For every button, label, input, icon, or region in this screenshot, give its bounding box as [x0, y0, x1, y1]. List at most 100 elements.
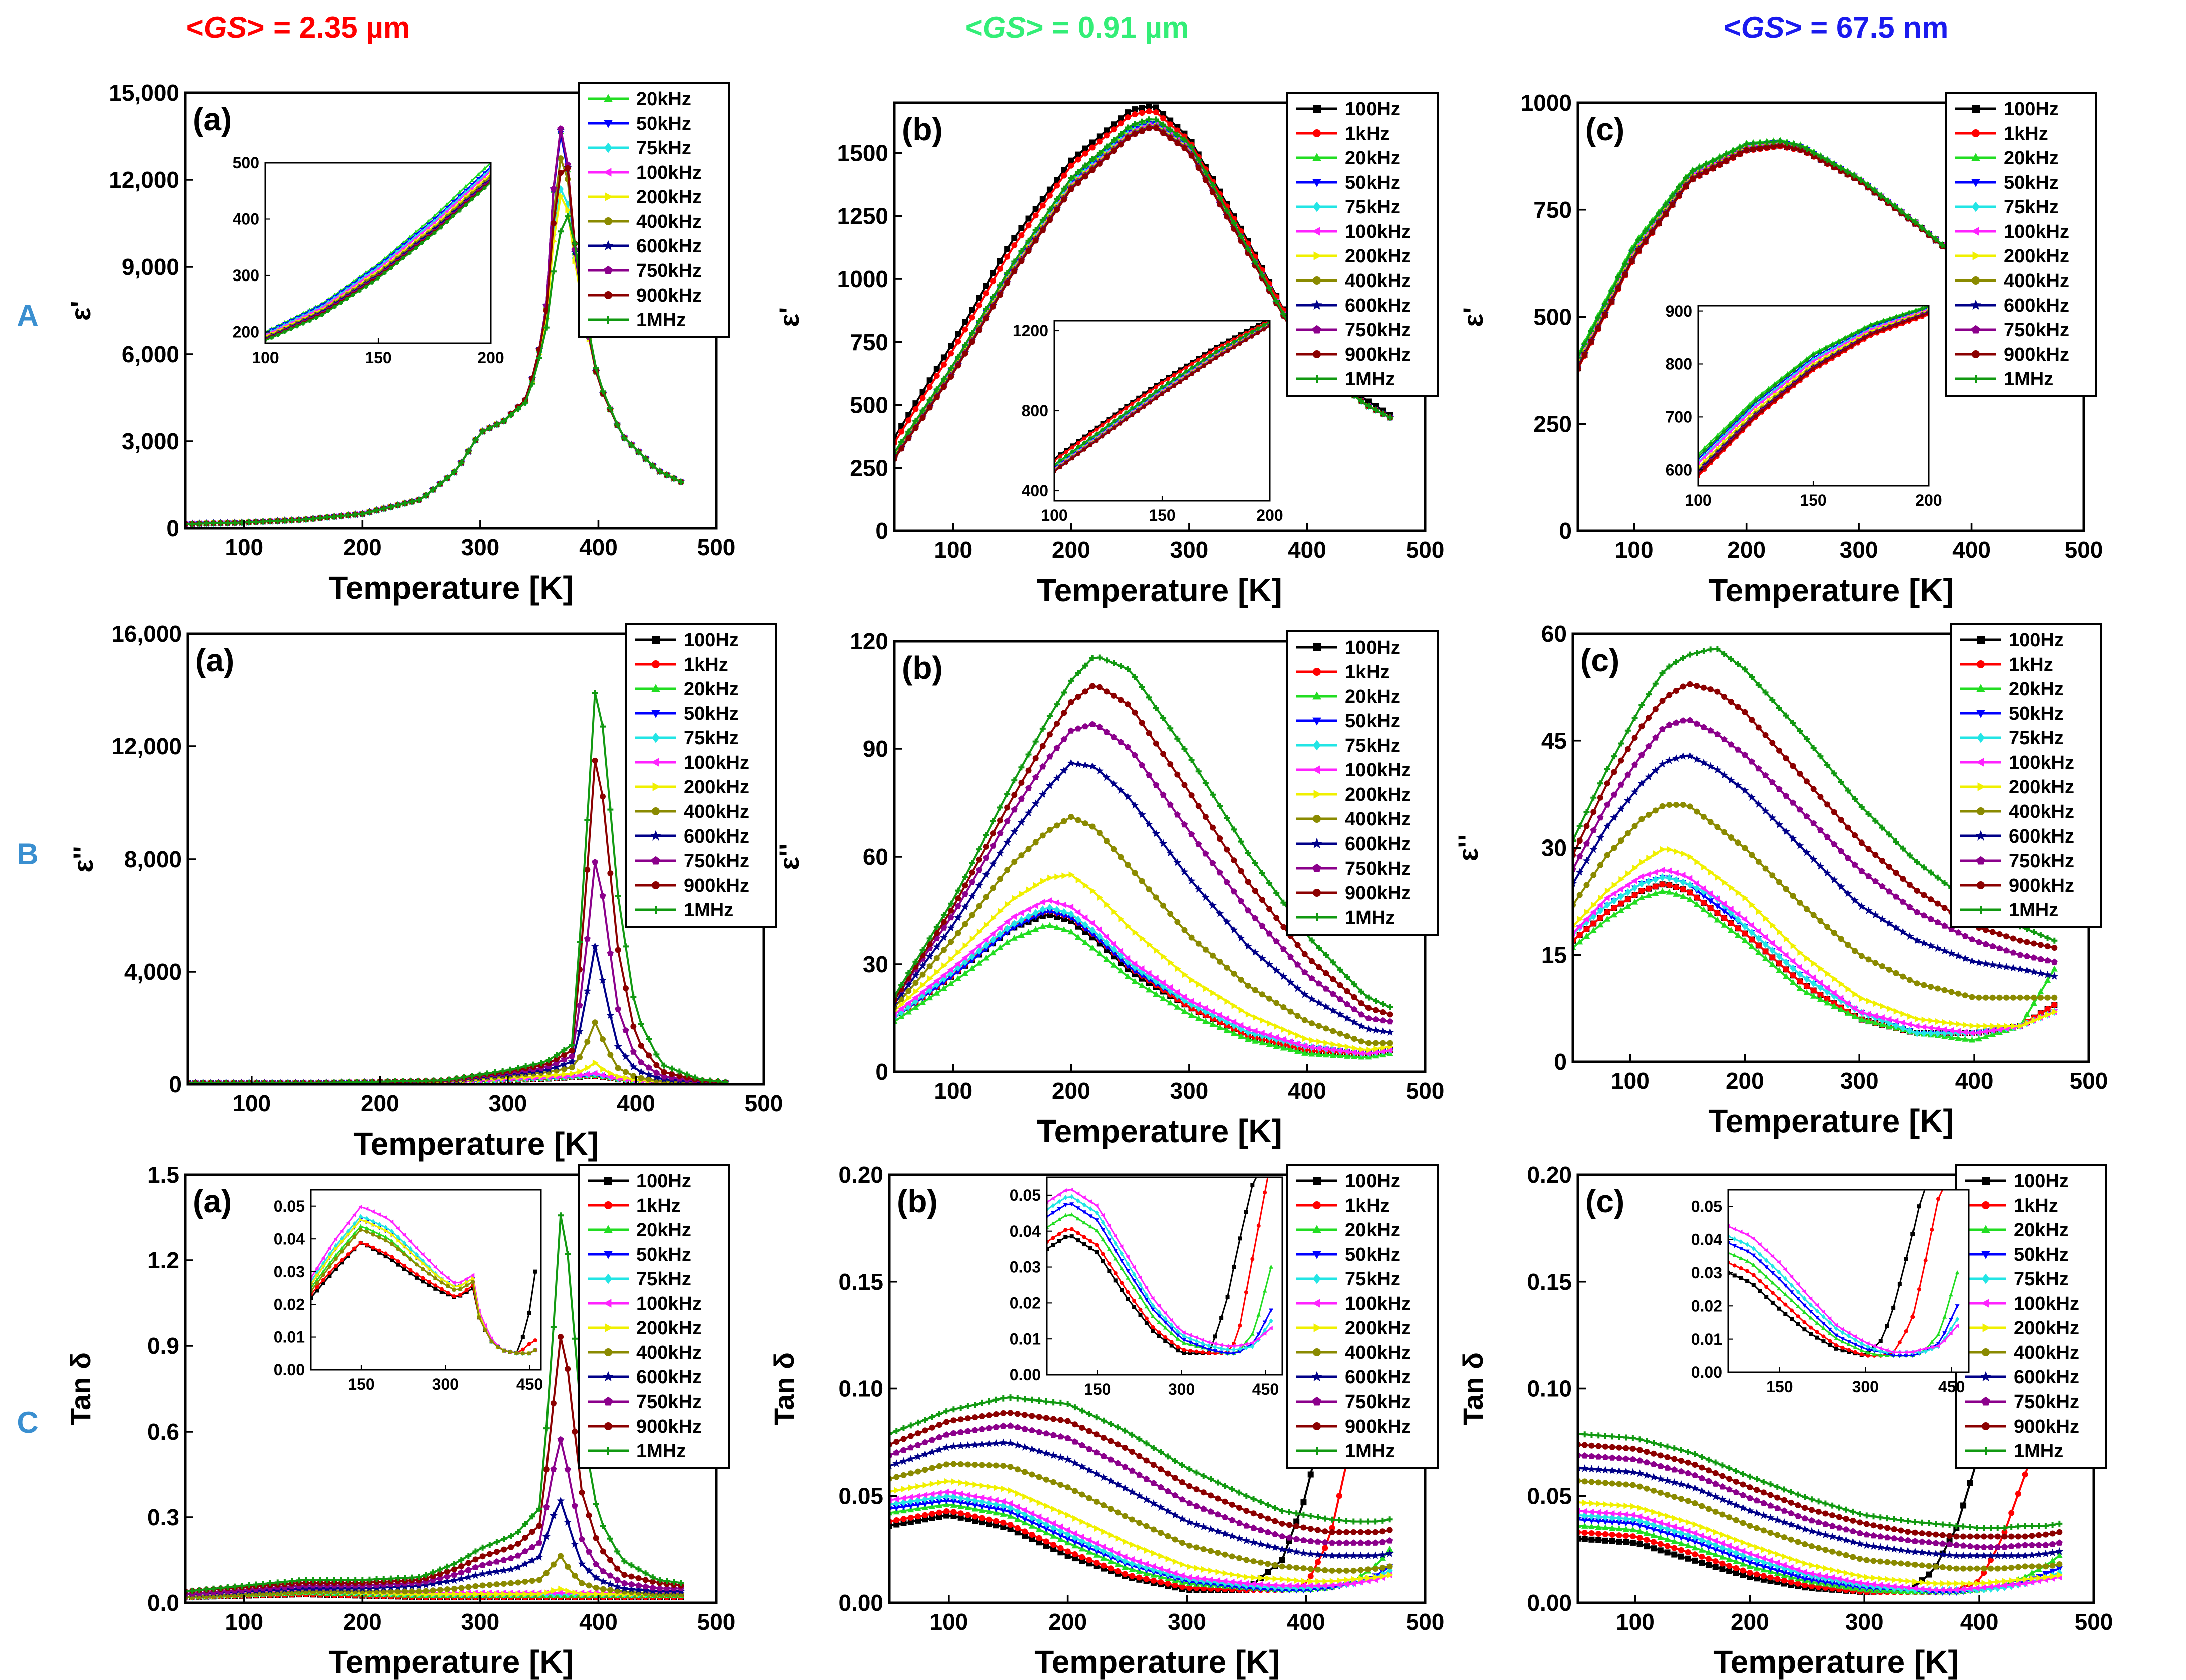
data-point: [1130, 406, 1135, 411]
data-point: [1885, 198, 1891, 204]
x-tick-label: 200: [1256, 506, 1283, 524]
series-group: [265, 163, 491, 343]
data-point: [584, 1071, 590, 1078]
data-point: [1676, 192, 1682, 199]
data-point: [1792, 382, 1796, 387]
data-point: [1365, 398, 1372, 405]
data-point: [200, 1080, 206, 1084]
data-point: [976, 295, 982, 301]
data-point: [1759, 399, 1764, 404]
data-point: [1124, 410, 1129, 415]
y-tick-label: 6,000: [122, 341, 179, 367]
data-point: [1907, 311, 1911, 315]
data-point: [1054, 457, 1056, 461]
data-point: [1032, 212, 1039, 219]
data-point: [1004, 270, 1011, 276]
y-tick-label: 400: [1022, 482, 1048, 500]
data-point: [1642, 228, 1649, 234]
data-point: [1595, 314, 1601, 321]
data-point: [603, 240, 614, 251]
data-point: [1862, 326, 1867, 331]
data-point: [1779, 393, 1784, 397]
data-point: [1878, 192, 1884, 199]
data-point: [1702, 453, 1707, 458]
data-point: [1770, 139, 1777, 145]
data-point: [678, 479, 684, 485]
y-tick-label: 1000: [837, 266, 888, 292]
data-point: [912, 406, 919, 412]
data-point: [1785, 373, 1790, 377]
data-point: [438, 1077, 444, 1084]
data-point: [1125, 109, 1131, 116]
data-point: [217, 520, 224, 526]
y-tick-label: 400: [233, 210, 259, 228]
data-point: [1178, 369, 1182, 374]
data-point: [1737, 151, 1743, 157]
legend-label: 50kHz: [2004, 172, 2059, 193]
data-point: [1064, 450, 1068, 454]
data-point: [1172, 377, 1176, 382]
data-point: [1764, 144, 1770, 151]
data-point: [1195, 157, 1202, 163]
data-point: [1702, 448, 1707, 453]
data-point: [1004, 279, 1011, 286]
data-point: [1710, 165, 1716, 171]
data-point: [671, 475, 677, 482]
data-point: [676, 1073, 683, 1079]
data-point: [1764, 139, 1770, 146]
data-point: [1926, 230, 1932, 237]
data-point: [550, 185, 557, 192]
data-point: [301, 321, 305, 326]
data-point: [1082, 173, 1088, 180]
data-point: [976, 327, 982, 333]
legend-entry: 50kHz: [588, 113, 691, 134]
data-point: [606, 1011, 615, 1019]
data-point: [1132, 121, 1138, 127]
data-point: [192, 1080, 199, 1084]
data-point: [1871, 187, 1878, 194]
data-point: [1817, 355, 1821, 360]
data-point: [1702, 465, 1707, 470]
x-tick-label: 100: [252, 349, 279, 367]
y-tick-label: 250: [850, 455, 888, 481]
y-tick-label: 0: [169, 1071, 182, 1097]
legend-entry: 100kHz: [1296, 221, 1411, 242]
y-tick-label: 0: [166, 515, 179, 541]
data-point: [622, 1052, 630, 1060]
data-point: [1142, 393, 1147, 398]
x-tick-label: 500: [1406, 537, 1445, 563]
data-point: [600, 723, 606, 730]
data-point: [561, 1066, 568, 1072]
data-point: [446, 1076, 452, 1083]
data-point: [300, 1080, 306, 1084]
data-point: [1972, 105, 1980, 113]
data-point: [1734, 417, 1739, 421]
data-point: [1766, 394, 1770, 399]
data-point: [1061, 196, 1067, 203]
data-point: [669, 1071, 675, 1077]
legend-label: 1MHz: [636, 310, 686, 331]
data-point: [1881, 319, 1886, 323]
data-point: [1747, 421, 1752, 425]
data-point: [1785, 379, 1790, 384]
data-point: [482, 186, 487, 190]
data-point: [585, 1064, 591, 1071]
data-point: [983, 290, 989, 297]
data-point: [1722, 429, 1726, 434]
data-point: [420, 241, 424, 245]
data-point: [1076, 452, 1080, 456]
data-point: [561, 1056, 568, 1063]
data-point: [1018, 225, 1025, 231]
data-point: [522, 1063, 529, 1069]
legend-label: 400kHz: [636, 211, 702, 232]
data-point: [707, 1077, 713, 1084]
data-point: [389, 266, 393, 270]
legend-label: 750kHz: [1345, 320, 1411, 341]
x-tick-label: 300: [1840, 537, 1878, 563]
data-point: [603, 168, 612, 177]
data-point: [656, 468, 663, 475]
data-point: [489, 180, 491, 185]
data-point: [1075, 156, 1081, 163]
y-tick-label: 15,000: [109, 80, 179, 106]
data-point: [1088, 432, 1092, 436]
